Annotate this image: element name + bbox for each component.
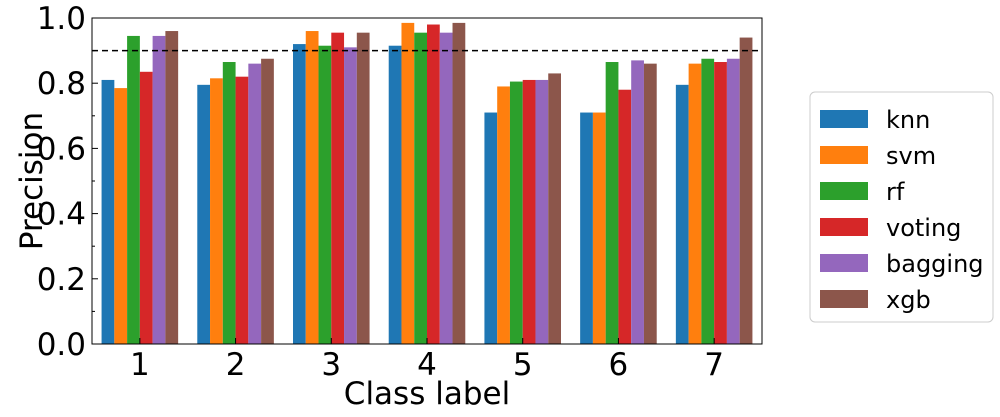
bar-xgb-class-2 [261,58,274,344]
bar-svm-class-2 [210,78,223,344]
legend-swatch-rf [820,182,868,200]
legend-swatch-voting [820,218,868,236]
legend-label-rf: rf [886,178,905,206]
y-axis-title: Precision [14,112,50,250]
x-axis: 1 2 3 4 5 6 7 [130,338,724,383]
bar-rf-class-3 [318,45,332,345]
legend-swatch-xgb [820,290,868,308]
y-tick-label: 0.6 [37,131,86,167]
bar-xgb-class-4 [452,22,466,344]
bar-rf-class-2 [222,62,236,344]
x-tick-label: 6 [609,347,629,383]
bar-knn-class-7 [675,84,689,344]
bar-xgb-class-1 [165,31,179,344]
x-tick-label: 1 [130,347,150,383]
legend-swatch-knn [820,110,868,128]
y-tick-label: 0.8 [37,66,86,102]
bar-knn-class-5 [484,112,498,344]
legend-label-knn: knn [886,106,930,134]
bar-voting-class-3 [331,32,345,345]
bar-rf-class-1 [127,35,140,345]
x-tick-label: 2 [226,347,246,383]
y-tick-label: 0.4 [37,197,86,233]
legend-label-svm: svm [886,142,936,170]
bars-layer [101,22,753,345]
legend-swatch-svm [820,146,868,164]
x-tick-label: 5 [513,347,533,383]
bar-xgb-class-7 [739,37,753,345]
legend-label-xgb: xgb [886,286,931,314]
x-tick-label: 4 [417,347,437,383]
y-tick-label: 1.0 [37,1,86,37]
bar-svm-class-7 [688,63,702,344]
bar-bagging-class-1 [152,35,166,345]
bar-svm-class-4 [401,22,415,344]
x-tick-label: 3 [321,347,341,383]
bar-knn-class-3 [293,44,306,345]
bar-svm-class-3 [305,31,319,344]
legend-swatch-bagging [820,254,868,272]
bar-rf-class-6 [605,62,619,344]
x-axis-title: Class label [344,376,510,412]
bar-xgb-class-6 [643,63,657,344]
bar-voting-class-6 [618,89,632,344]
bar-bagging-class-7 [726,58,740,344]
legend-label-voting: voting [886,214,961,242]
bar-voting-class-2 [235,76,249,345]
bar-voting-class-4 [427,24,440,345]
bar-bagging-class-6 [631,60,644,344]
bar-svm-class-5 [497,86,510,345]
legend: knn svm rf voting bagging xgb [809,91,994,323]
bar-knn-class-4 [388,45,402,345]
bar-bagging-class-5 [535,79,549,344]
bar-rf-class-4 [414,32,427,345]
bar-svm-class-6 [592,112,606,344]
bar-voting-class-7 [714,62,727,344]
bar-xgb-class-5 [548,73,561,345]
legend-label-bagging: bagging [886,250,984,278]
y-tick-label: 0.0 [37,327,86,363]
bar-bagging-class-4 [439,32,453,345]
bar-xgb-class-3 [356,32,370,345]
bar-bagging-class-3 [344,47,357,345]
bar-rf-class-7 [701,58,715,344]
bar-knn-class-2 [197,84,211,344]
bar-bagging-class-2 [248,63,262,344]
bar-voting-class-5 [522,79,536,344]
bar-knn-class-6 [580,112,593,344]
bar-svm-class-1 [114,88,128,344]
y-tick-label: 0.2 [37,262,86,298]
bar-knn-class-1 [101,79,115,344]
y-axis: 0.0 0.2 0.4 0.6 0.8 1.0 [37,1,98,363]
x-tick-label: 7 [704,347,724,383]
bar-voting-class-1 [139,71,153,344]
bar-rf-class-5 [509,81,523,344]
